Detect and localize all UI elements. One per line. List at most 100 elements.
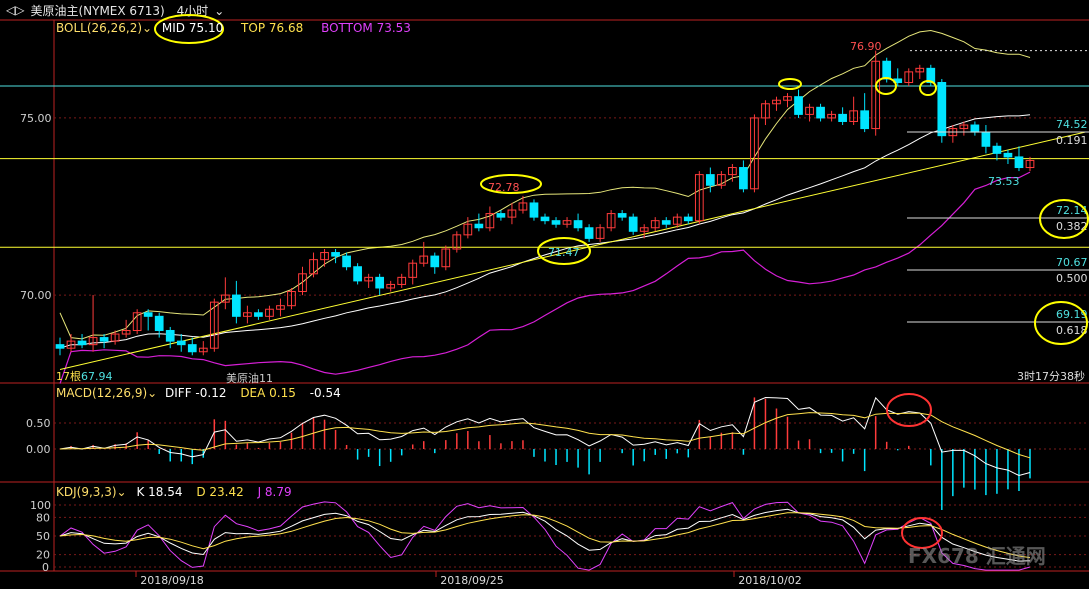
highlight-circle [919, 80, 937, 96]
candle-body [154, 315, 164, 331]
candle-body [739, 167, 748, 190]
candle-body [386, 283, 396, 289]
macd-diff-line [59, 396, 1031, 477]
fib-price-label: 72.14 [1056, 204, 1088, 217]
boll-name[interactable]: BOLL(26,26,2) [56, 21, 143, 35]
candle-body [772, 99, 781, 105]
candle-body [276, 305, 285, 310]
kdj-k-line [59, 508, 1031, 562]
date-label: 2018/09/18 [140, 574, 203, 587]
kdj-k-value: K 18.54 [136, 485, 183, 499]
fib-price-label: 70.67 [1056, 256, 1088, 269]
candle-body [220, 294, 230, 303]
candle-body [1025, 159, 1035, 169]
candle-body [805, 106, 814, 115]
candle-body [628, 216, 638, 232]
candle-body [860, 110, 870, 130]
candle-body [430, 255, 440, 268]
candle-body [287, 291, 296, 307]
candle-body [452, 234, 462, 250]
candle-body [761, 103, 770, 119]
left-low-price: 67.94 [81, 370, 113, 383]
kdj-legend: KDJ(9,3,3)⌄ K 18.54 D 23.42 J 8.79 [56, 485, 292, 499]
candle-body [882, 60, 892, 80]
candle-body [198, 347, 208, 353]
candle-body [518, 202, 528, 211]
candle-body [683, 216, 693, 222]
candle-body [265, 308, 274, 317]
instrument-footer: 美原油11 [226, 372, 273, 385]
candle-body [926, 67, 936, 84]
back-arrow-icon[interactable]: ◁▷ [6, 3, 25, 17]
candle-body [904, 71, 914, 84]
price-axis-label: 70.00 [20, 289, 52, 302]
fib-ratio-label: 0.500 [1056, 272, 1088, 285]
candle-body [849, 110, 858, 122]
highlight-circle [480, 174, 542, 194]
candle-body [66, 340, 76, 349]
boll-legend: BOLL(26,26,2)⌄ MID 75.10 TOP 76.68 BOTTO… [56, 21, 411, 35]
candle-body [375, 276, 385, 289]
candle-body [981, 131, 991, 147]
candle-body [496, 213, 506, 218]
trend-line [59, 131, 1086, 370]
candle-body [827, 113, 836, 119]
candle-body [750, 117, 759, 190]
candle-body [254, 312, 263, 317]
candle-body [331, 252, 340, 257]
boll-top-value: TOP 76.68 [241, 21, 304, 35]
candle-body [606, 213, 616, 229]
candle-body [243, 312, 252, 317]
date-label: 2018/09/25 [440, 574, 503, 587]
highlight-circle [1034, 301, 1088, 345]
highlight-circle [1039, 199, 1089, 239]
kdj-d-line [59, 512, 1031, 559]
candle-body [871, 60, 881, 130]
macd-axis-label: 0.00 [26, 443, 51, 456]
watermark: FX678 汇通网 [908, 544, 1046, 568]
chevron-down-icon: ⌄ [147, 386, 158, 400]
timeframe-selector[interactable]: 4小时 ⌄ [171, 2, 225, 19]
macd-name[interactable]: MACD(12,26,9) [56, 386, 148, 400]
candle-body [562, 220, 572, 225]
kdj-j-line [59, 501, 1031, 571]
macd-dea-value: DEA 0.15 [240, 386, 296, 400]
candle-body [419, 255, 429, 264]
candle-body [77, 340, 87, 346]
highlight-circle [875, 77, 897, 95]
candle-body [209, 301, 219, 349]
candle-body [408, 262, 418, 278]
instrument-title[interactable]: 美原油主(NYMEX 6713) [30, 3, 165, 18]
candle-body [441, 248, 451, 268]
candle-body [353, 266, 362, 282]
candle-body [937, 82, 947, 137]
kdj-axis-label: 100 [30, 499, 51, 512]
candle-body [397, 276, 407, 285]
kdj-name[interactable]: KDJ(9,3,3) [56, 485, 117, 499]
candle-body [165, 329, 175, 342]
kdj-axis-label: 80 [36, 511, 50, 524]
candle-body [650, 220, 660, 229]
candle-body [728, 167, 737, 176]
candle-body [364, 276, 373, 282]
left-bars-label: 17根67.94 [56, 368, 113, 384]
candle-body [485, 213, 495, 229]
candle-body [309, 259, 318, 275]
candle-body [584, 227, 594, 239]
candle-body [595, 227, 605, 239]
chevron-down-icon: ⌄ [116, 485, 127, 499]
candle-body [187, 344, 197, 353]
last-low-price-label: 73.53 [988, 175, 1020, 188]
countdown: 3时17分38秒 [1017, 370, 1085, 383]
high-price-label: 76.90 [850, 40, 882, 53]
candle-body [694, 174, 704, 222]
highlight-circle [778, 78, 802, 90]
candle-body [783, 96, 792, 101]
price-axis-label: 75.00 [20, 112, 52, 125]
chevron-down-icon: ⌄ [142, 21, 153, 35]
candle-body [143, 312, 153, 317]
candle-body [915, 67, 925, 73]
candle-body [55, 344, 65, 349]
trough-price-label: 71.47 [548, 246, 580, 259]
candle-body [176, 340, 186, 346]
